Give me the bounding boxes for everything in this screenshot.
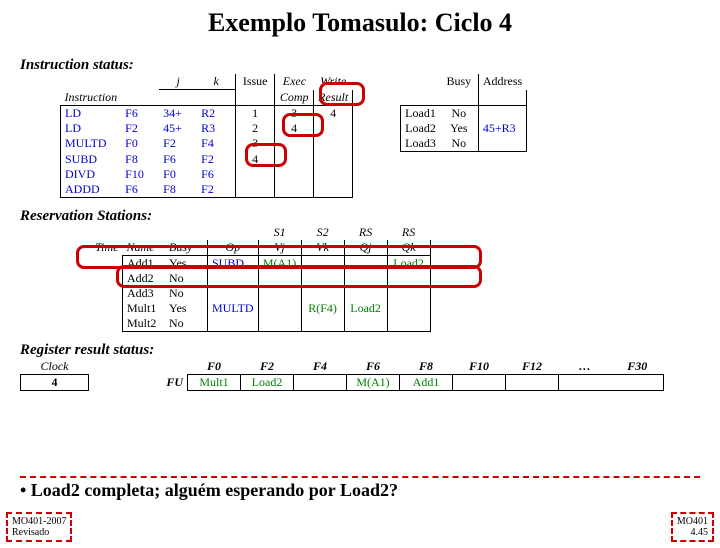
clock-label: Clock	[21, 359, 89, 375]
col-result: Result	[314, 90, 353, 106]
col-addr: Address	[478, 74, 526, 90]
reg-val: Mult1	[188, 375, 241, 391]
table-row: Mult1 Yes MULTD R(F4) Load2	[80, 301, 430, 316]
col-j: j	[159, 74, 197, 90]
reg-col: F2	[241, 359, 294, 375]
col-s2: S2	[301, 225, 344, 240]
col-time: Time	[80, 240, 123, 256]
col-vk: Vk	[301, 240, 344, 256]
instr-status-label: Instruction status:	[20, 57, 700, 74]
col-rs1: RS	[344, 225, 387, 240]
reg-col: F0	[188, 359, 241, 375]
reg-val: Load2	[241, 375, 294, 391]
table-row: Mult2 No	[80, 316, 430, 332]
table-row: LD F6 34+ R2 1 3 4 Load1 No	[61, 106, 527, 122]
reg-val: Add1	[400, 375, 453, 391]
footer-right: MO4014.45	[671, 512, 714, 542]
reg-col: F10	[453, 359, 506, 375]
col-exec: Exec	[275, 74, 314, 90]
col-name: Name	[123, 240, 166, 256]
table-row: SUBD F8 F6 F2 4	[61, 152, 527, 168]
table-row: Add3 No	[80, 286, 430, 301]
col-k: k	[197, 74, 236, 90]
col-rs2: RS	[387, 225, 430, 240]
col-issue: Issue	[236, 74, 275, 90]
rs-label: Reservation Stations:	[20, 208, 700, 225]
table-row: MULTD F0 F2 F4 3 Load3 No	[61, 136, 527, 152]
fu-label: FU	[89, 375, 188, 391]
col-qj: Qj	[344, 240, 387, 256]
col-vj: Vj	[258, 240, 301, 256]
reg-col: F8	[400, 359, 453, 375]
table-row: Add1 Yes SUBD M(A1) Load2	[80, 256, 430, 272]
col-busy: Busy	[440, 74, 479, 90]
reg-val: M(A1)	[347, 375, 400, 391]
reg-col: …	[559, 359, 612, 375]
col-instr: Instruction	[61, 90, 122, 106]
reg-val	[506, 375, 559, 391]
table-row: Add2 No	[80, 271, 430, 286]
col-write: Write	[314, 74, 353, 90]
table-row: ADDD F6 F8 F2	[61, 182, 527, 198]
reg-label: Register result status:	[20, 342, 700, 359]
col-s1: S1	[258, 225, 301, 240]
reg-col: F6	[347, 359, 400, 375]
bullet-note: • Load2 completa; alguém esperando por L…	[20, 476, 700, 501]
reg-col: F12	[506, 359, 559, 375]
reg-table: Clock F0 F2 F4 F6 F8 F10 F12 … F30 4 FU …	[20, 359, 664, 391]
col-comp: Comp	[275, 90, 314, 106]
instr-table: j k Issue Exec Write Busy Address Instru…	[60, 74, 527, 198]
table-row: DIVD F10 F0 F6	[61, 167, 527, 182]
reg-val	[294, 375, 347, 391]
col-op: Op	[208, 240, 259, 256]
page-title: Exemplo Tomasulo: Ciclo 4	[0, 8, 720, 38]
col-qk: Qk	[387, 240, 430, 256]
content-area: Instruction status: j k Issue Exec Write…	[20, 54, 700, 391]
clock-value: 4	[21, 375, 89, 391]
table-row: LD F2 45+ R3 2 4 Load2 Yes 45+R3	[61, 121, 527, 136]
reg-val	[453, 375, 506, 391]
reg-col: F30	[611, 359, 664, 375]
reg-col: F4	[294, 359, 347, 375]
reg-val	[611, 375, 664, 391]
footer-left: MO401-2007Revisado	[6, 512, 72, 542]
rs-table: S1 S2 RS RS Time Name Busy Op Vj Vk Qj Q…	[80, 225, 431, 332]
reg-val	[559, 375, 612, 391]
col-busy2: Busy	[165, 240, 208, 256]
